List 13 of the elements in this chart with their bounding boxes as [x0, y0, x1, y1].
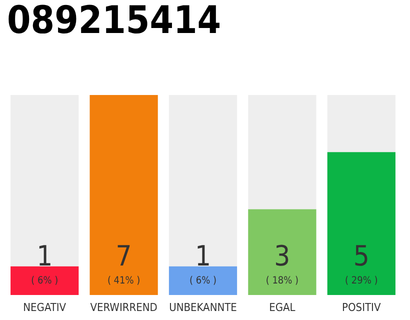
data-label: 5 ( 29% ) — [345, 240, 378, 286]
data-label: 1 ( 6% ) — [31, 240, 58, 286]
bar — [10, 266, 79, 295]
x-tick-label: EGAL — [269, 301, 296, 314]
x-tick-label: UNBEKANNTE — [169, 301, 237, 314]
x-tick-label: VERWIRREND — [90, 301, 158, 314]
chart-title: 089215414 — [7, 0, 222, 42]
x-tick-label: POSITIV — [342, 301, 381, 314]
x-tick-label: NEGATIV — [23, 301, 66, 314]
data-label: 3 ( 18% ) — [266, 240, 299, 286]
data-label: 7 ( 41% ) — [107, 240, 140, 286]
data-label: 1 ( 6% ) — [189, 240, 217, 286]
bar — [168, 266, 238, 295]
